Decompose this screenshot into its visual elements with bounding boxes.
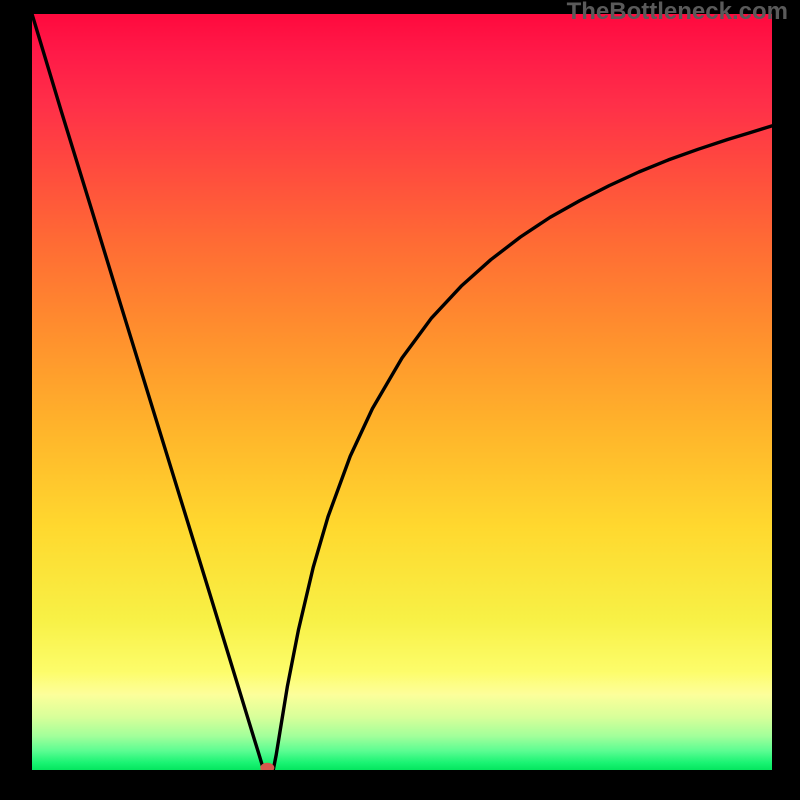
bottleneck-curve	[32, 14, 772, 770]
watermark-text: TheBottleneck.com	[567, 0, 788, 26]
plot-area	[32, 14, 772, 770]
chart-frame: TheBottleneck.com	[0, 0, 800, 800]
curve-layer	[32, 14, 772, 770]
